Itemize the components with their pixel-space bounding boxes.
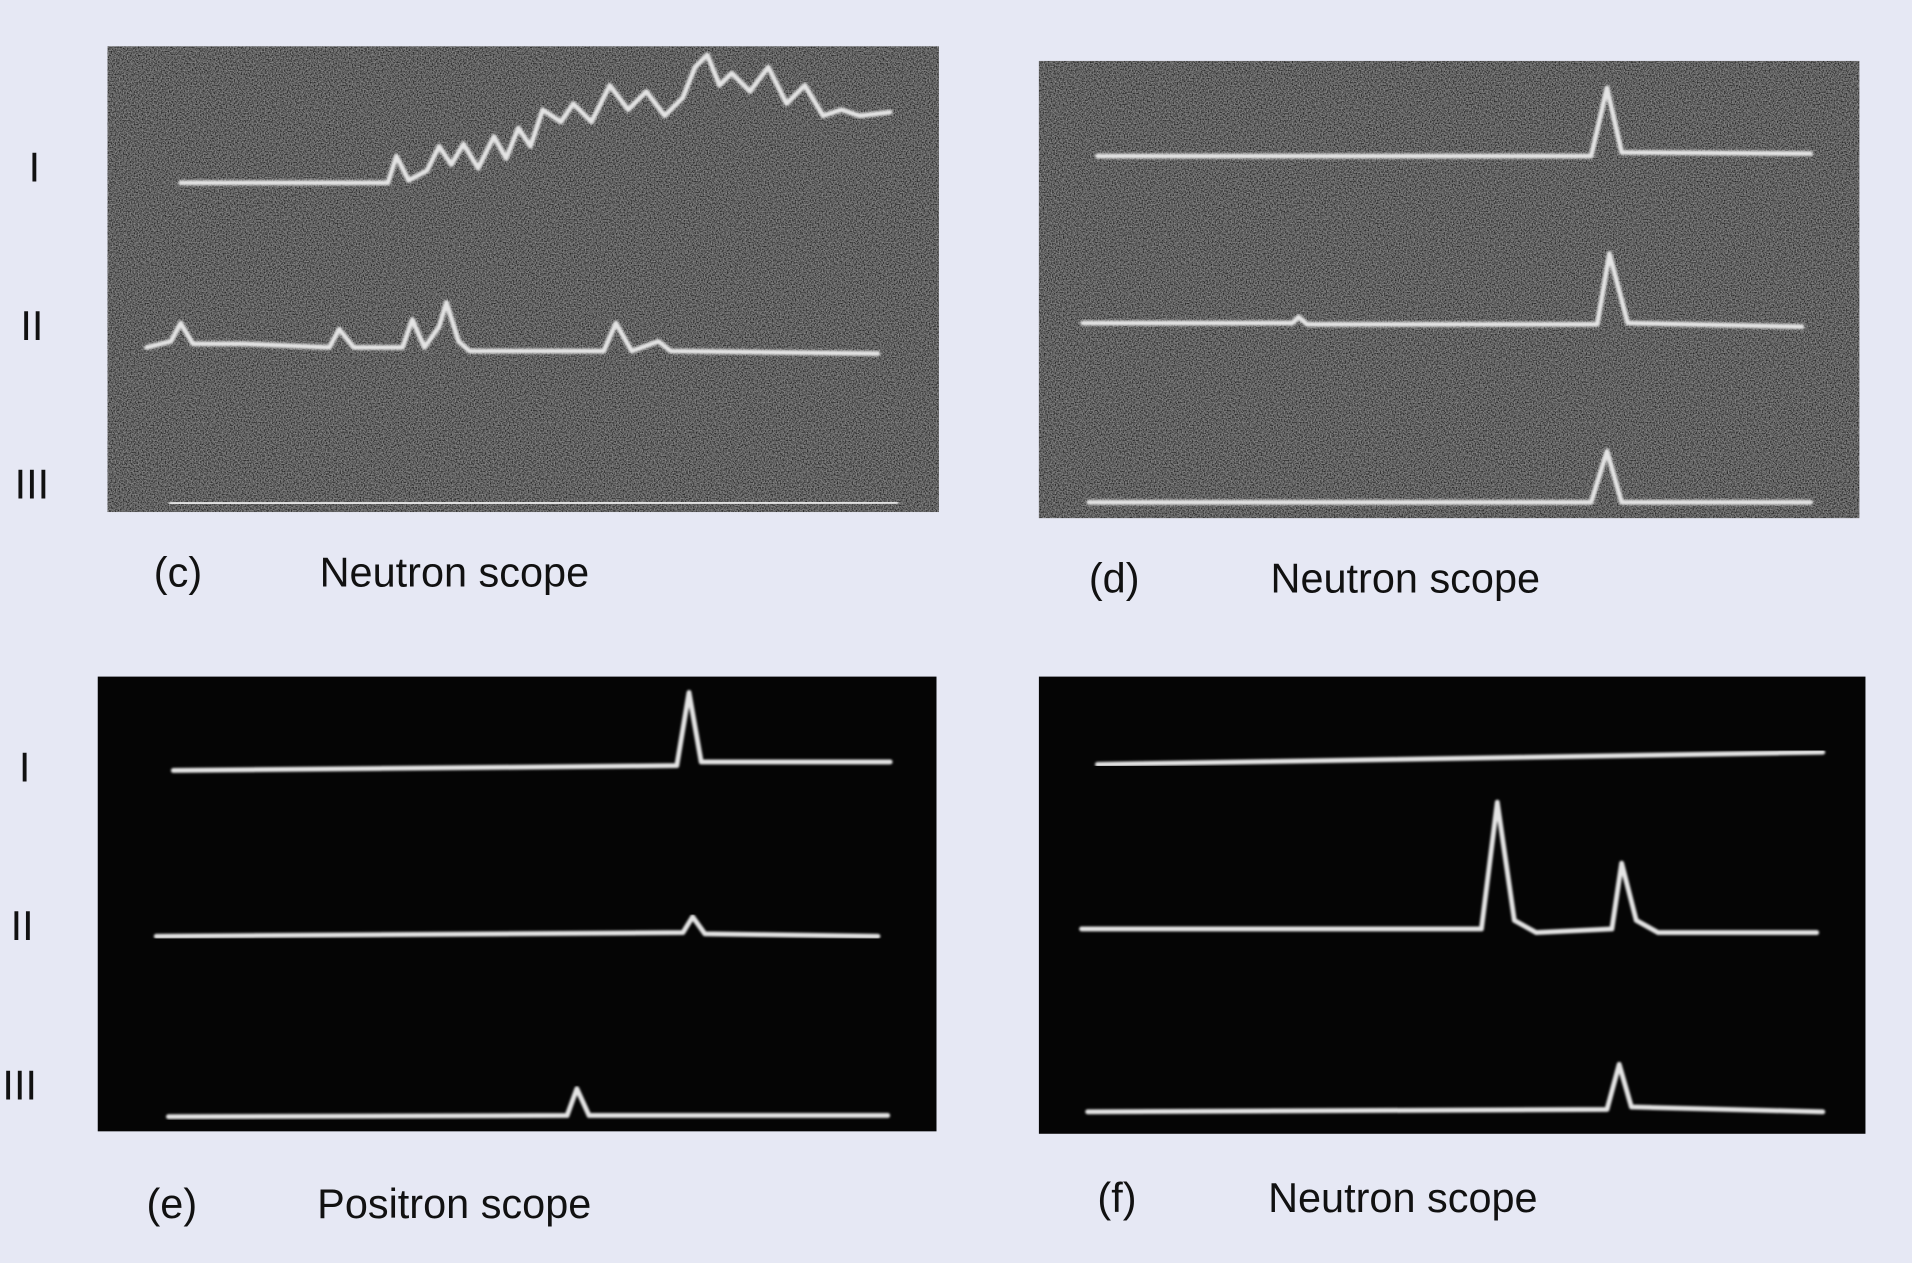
scope-name: Neutron scope [1268,1174,1538,1221]
trace [1094,749,1826,767]
trace [1094,85,1814,159]
panel-f [1038,676,1866,1134]
panel-d [1038,60,1860,519]
scope-name: Positron scope [317,1180,591,1227]
trace-label: II [20,302,43,349]
trace-label: III [15,461,50,508]
panel-label: (d) [1089,554,1140,601]
panel-label: (e) [147,1180,198,1227]
trace-label: I [29,144,41,191]
trace [1086,448,1814,505]
trace-label: I [19,743,31,790]
trace [178,52,893,186]
panel-c [107,46,939,513]
panel-label: (c) [154,548,202,595]
panel-label: (f) [1097,1174,1136,1221]
trace [144,299,881,356]
trace [1079,799,1820,936]
panel-e [97,676,937,1132]
trace [168,499,899,506]
trace [153,914,881,939]
trace [170,690,893,773]
trace [1085,1061,1826,1115]
trace [166,1086,891,1120]
scope-name: Neutron scope [320,548,590,595]
traces [144,52,1826,1120]
trace [1080,251,1805,330]
trace-label: III [2,1062,37,1109]
trace-label: II [11,902,34,949]
scope-name: Neutron scope [1271,554,1541,601]
